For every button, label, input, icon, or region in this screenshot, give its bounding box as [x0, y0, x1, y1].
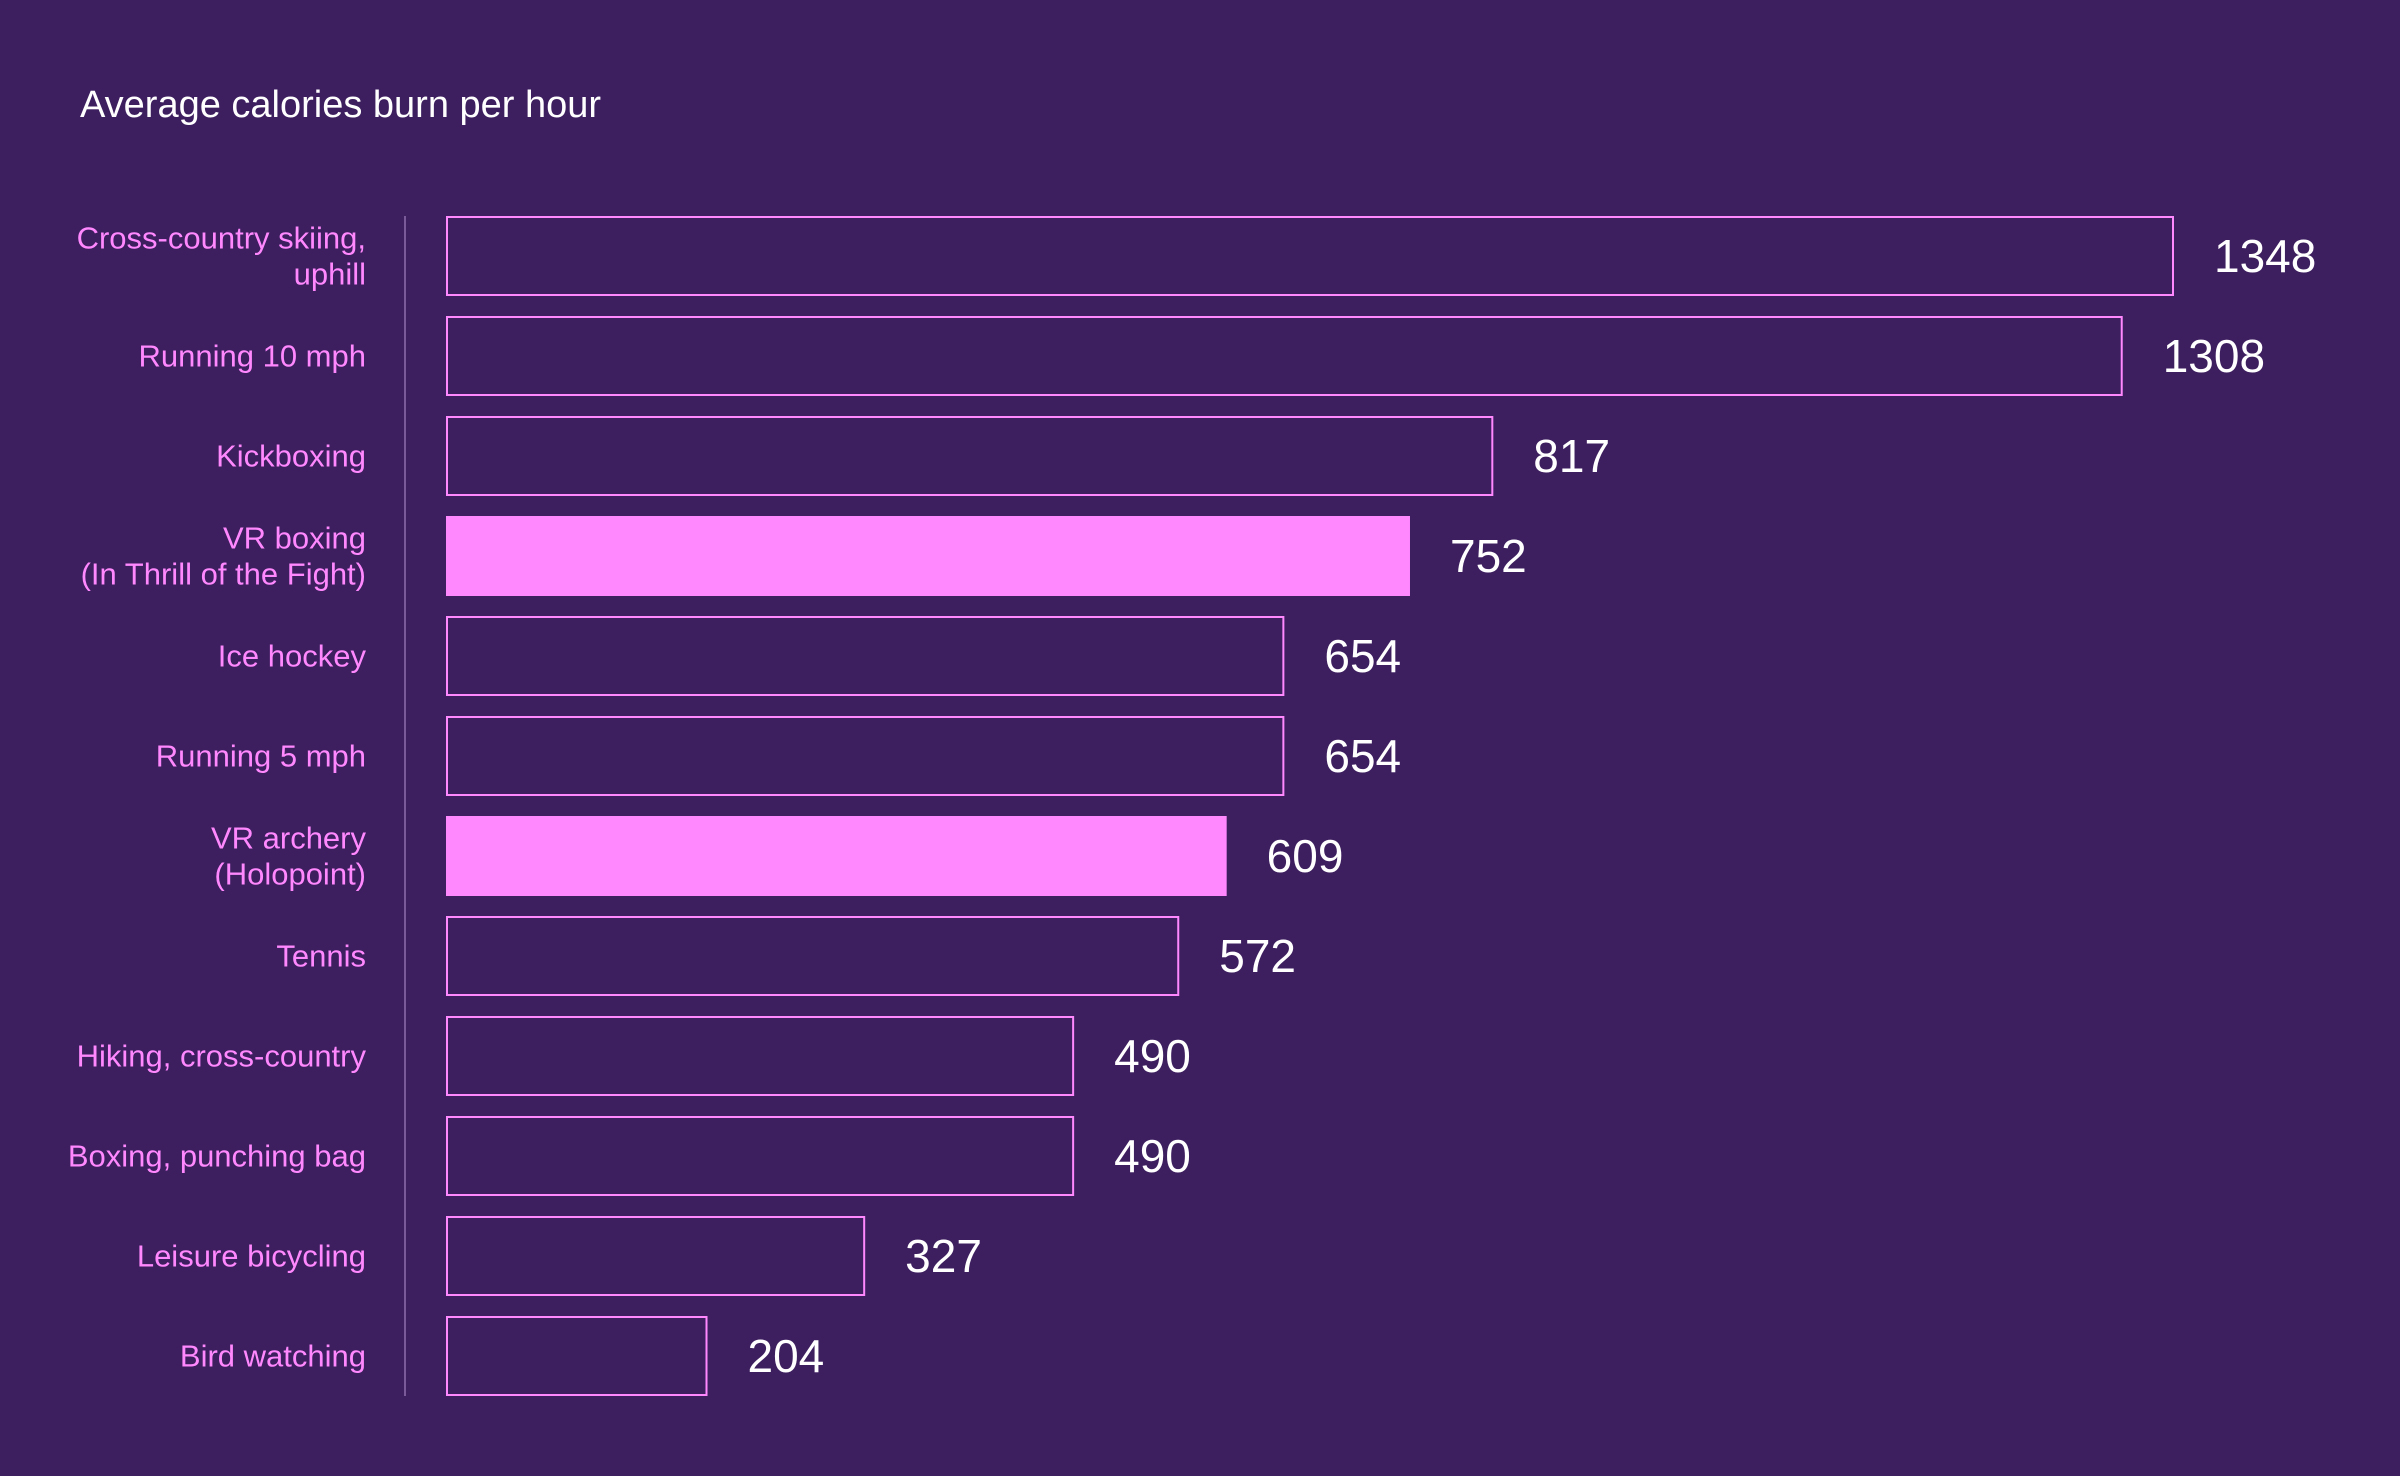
value-label: 490 [1114, 1030, 1191, 1082]
bar [446, 1016, 1075, 1096]
category-label: Hiking, cross-country [77, 1039, 367, 1074]
value-label: 572 [1219, 930, 1296, 982]
category-label: Ice hockey [218, 639, 367, 674]
value-label: 654 [1324, 630, 1401, 682]
bar [446, 716, 1285, 796]
category-label: Running 10 mph [139, 339, 367, 374]
bar [446, 1216, 866, 1296]
category-label: Leisure bicycling [137, 1239, 366, 1274]
value-label: 490 [1114, 1130, 1191, 1182]
category-label: Boxing, punching bag [68, 1139, 366, 1174]
bar [446, 916, 1180, 996]
value-label: 1308 [2163, 330, 2265, 382]
bar [446, 1316, 708, 1396]
category-label: VR archery (Holopoint) [211, 821, 367, 892]
value-label: 1348 [2214, 230, 2316, 282]
category-label: VR boxing (In Thrill of the Fight) [81, 521, 366, 592]
category-label: Running 5 mph [156, 739, 366, 774]
value-label: 609 [1267, 830, 1344, 882]
value-label: 654 [1324, 730, 1401, 782]
category-label: Bird watching [180, 1339, 366, 1374]
category-label: Cross-country skiing, uphill [77, 221, 366, 292]
bar [446, 316, 2123, 396]
category-label: Tennis [276, 939, 366, 974]
bar [446, 516, 1410, 596]
bar [446, 816, 1227, 896]
bar [446, 1116, 1075, 1196]
bar [446, 616, 1285, 696]
bar [446, 416, 1494, 496]
chart-title: Average calories burn per hour [80, 84, 602, 126]
value-label: 204 [748, 1330, 825, 1382]
category-label: Kickboxing [216, 439, 366, 474]
value-label: 817 [1533, 430, 1610, 482]
bar [446, 216, 2174, 296]
value-label: 752 [1450, 530, 1527, 582]
value-label: 327 [905, 1230, 982, 1282]
